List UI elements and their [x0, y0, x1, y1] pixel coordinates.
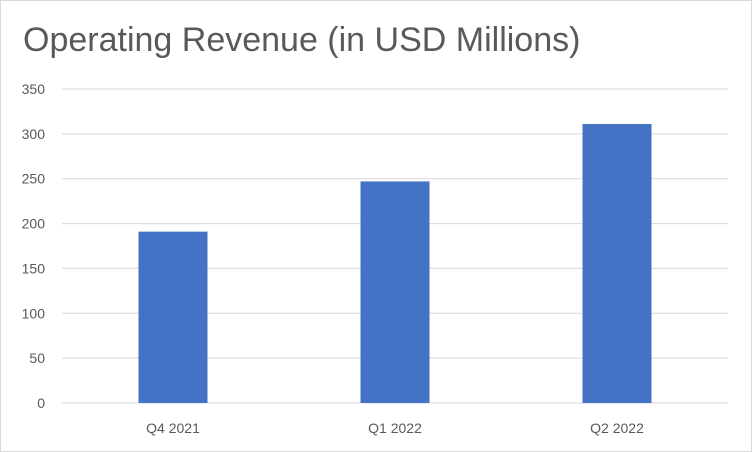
bar: [360, 181, 430, 403]
y-tick-label: 50: [29, 350, 45, 366]
y-tick-label: 150: [22, 260, 46, 276]
x-tick-label: Q2 2022: [590, 420, 644, 436]
bar: [138, 231, 208, 403]
y-axis-ticks: 0 50 100 150 200 250 300 350: [22, 81, 46, 411]
y-tick-label: 250: [22, 171, 46, 187]
y-tick-label: 200: [22, 216, 46, 232]
y-tick-label: 100: [22, 305, 46, 321]
y-tick-label: 0: [37, 395, 45, 411]
y-tick-label: 350: [22, 81, 46, 97]
chart-title: Operating Revenue (in USD Millions): [23, 21, 581, 59]
x-tick-label: Q4 2021: [146, 420, 200, 436]
bar: [582, 123, 652, 403]
y-tick-label: 300: [22, 126, 46, 142]
bars: [138, 123, 652, 403]
x-tick-label: Q1 2022: [368, 420, 422, 436]
x-axis-ticks: Q4 2021 Q1 2022 Q2 2022: [146, 420, 644, 436]
